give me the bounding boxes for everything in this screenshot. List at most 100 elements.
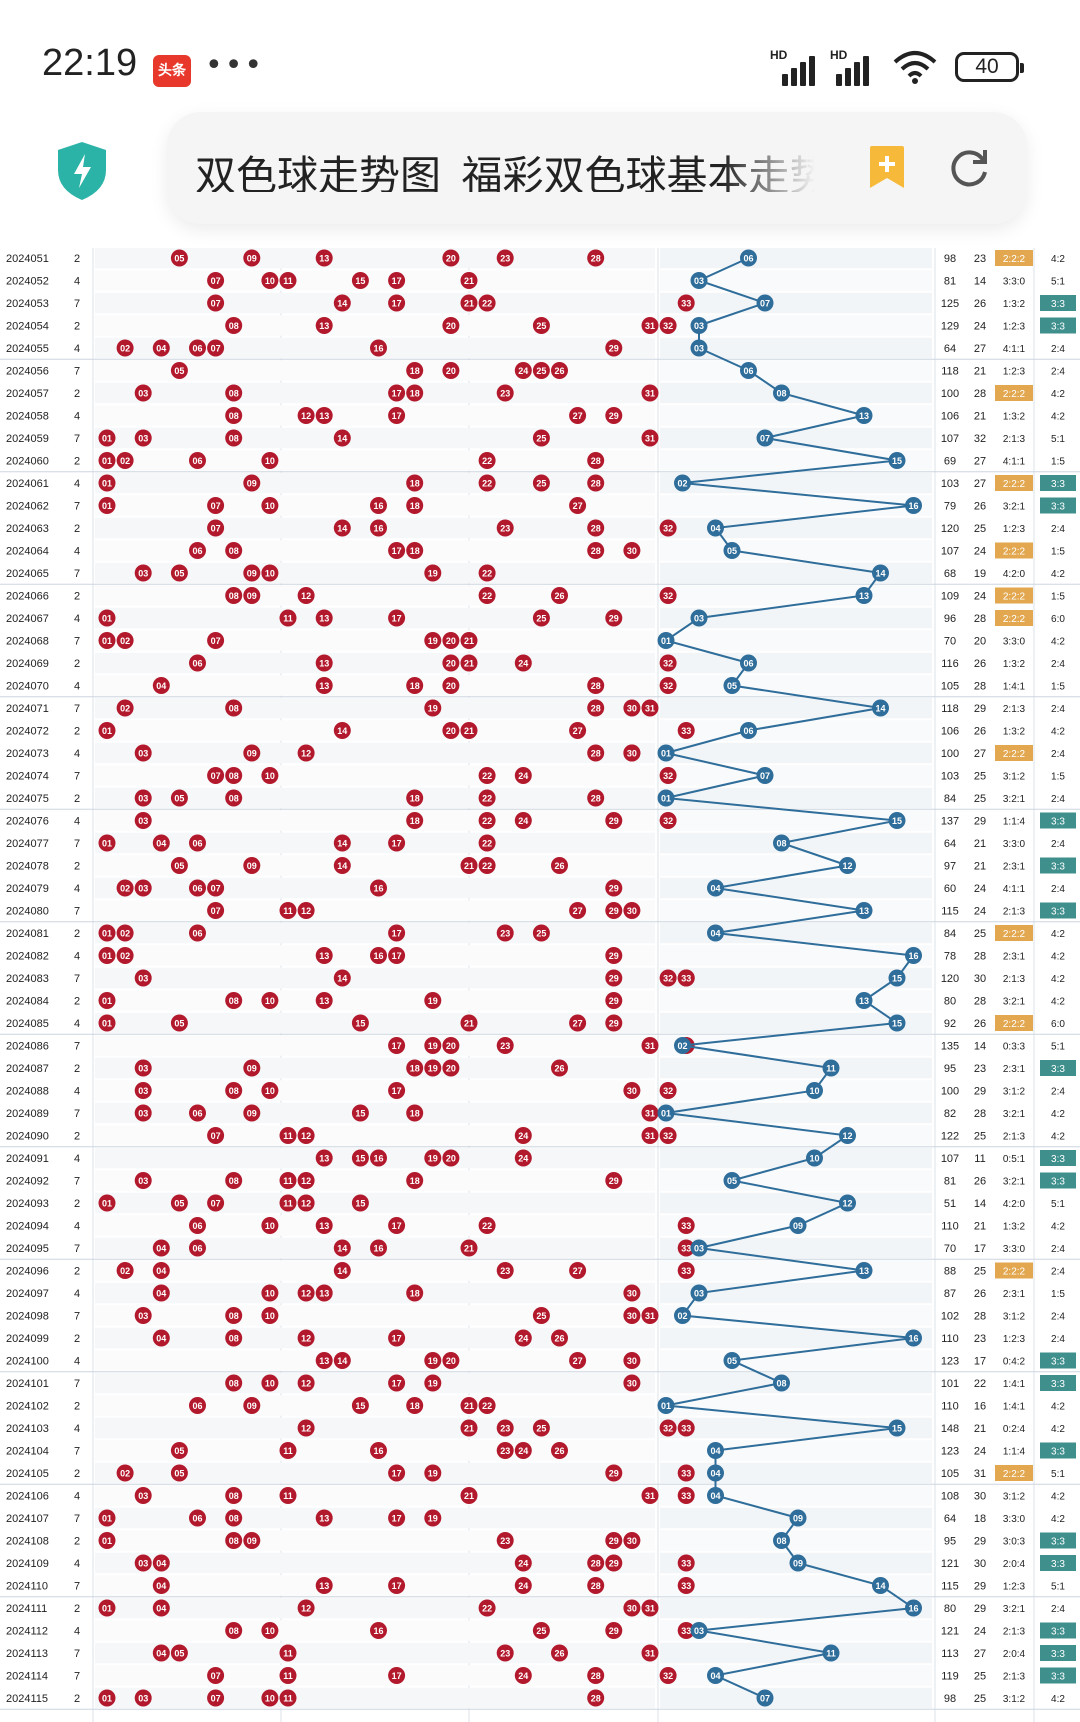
blue-ball-number: 13 — [859, 591, 869, 601]
red-ball — [514, 1329, 532, 1347]
odd-even-value: 3:3 — [1051, 502, 1065, 513]
red-ball — [333, 1239, 351, 1257]
red-ball-number: 03 — [138, 434, 148, 444]
red-ball-number: 22 — [482, 839, 492, 849]
ratio-value: 4:2:0 — [1003, 569, 1026, 580]
red-ball-number: 06 — [192, 456, 202, 466]
issue-number: 2024090 — [6, 1131, 49, 1143]
sum-value: 102 — [941, 1311, 959, 1323]
red-ball — [315, 1352, 333, 1369]
odd-even-value: 2:4 — [1051, 367, 1065, 378]
red-ball-number: 24 — [518, 1581, 528, 1591]
red-ball-number: 28 — [591, 456, 601, 466]
red-ball-number: 07 — [211, 1671, 221, 1681]
red-ball — [98, 429, 116, 447]
red-ball-number: 30 — [627, 1356, 637, 1366]
span-value: 24 — [974, 321, 986, 333]
ratio-value: 2:2:2 — [1003, 749, 1026, 760]
weekday-value: 2 — [74, 1198, 80, 1210]
red-ball — [388, 1329, 406, 1347]
red-ball-number: 08 — [229, 1176, 239, 1186]
address-bar[interactable]: 双色球走势图_福彩双色球基本走势 — [167, 112, 1027, 224]
red-ball-number: 08 — [229, 771, 239, 781]
red-ball-number: 33 — [681, 726, 691, 736]
red-ball — [460, 272, 478, 289]
blue-zone-background — [660, 832, 932, 854]
red-ball-number: 13 — [319, 1289, 329, 1299]
red-ball — [225, 317, 243, 334]
blue-zone-background — [660, 1417, 932, 1439]
blue-zone-background — [660, 1125, 932, 1146]
blue-ball — [806, 1082, 823, 1099]
row-background — [95, 765, 655, 786]
red-ball-number: 16 — [373, 1244, 383, 1254]
red-ball-number: 11 — [283, 1446, 293, 1456]
blue-ball-number: 14 — [875, 704, 885, 714]
red-ball-number: 05 — [174, 1446, 184, 1456]
odd-even-value: 1:5 — [1051, 592, 1065, 603]
red-ball — [98, 497, 116, 514]
row-background — [95, 585, 655, 606]
span-value: 23 — [974, 1333, 986, 1345]
red-ball — [152, 1644, 170, 1662]
red-ball — [134, 564, 152, 582]
red-ball-number: 29 — [609, 974, 619, 984]
red-ball-number: 21 — [464, 636, 474, 646]
blue-ball — [888, 452, 906, 469]
red-ball — [442, 317, 460, 334]
red-ball — [587, 249, 605, 267]
red-ball-number: 07 — [211, 1694, 221, 1704]
weekday-value: 7 — [74, 1176, 80, 1188]
red-ball — [677, 1419, 695, 1437]
red-ball-number: 29 — [609, 614, 619, 624]
red-ball — [152, 1577, 170, 1594]
red-ball-number: 16 — [373, 501, 383, 511]
page-title[interactable]: 双色球走势图_福彩双色球基本走势 — [195, 152, 815, 192]
sum-value: 108 — [941, 1491, 959, 1503]
odd-even-value: 4:2 — [1051, 1109, 1065, 1120]
red-ball — [388, 294, 406, 312]
sum-value: 64 — [944, 1513, 956, 1525]
red-ball-number: 19 — [428, 1356, 438, 1366]
issue-number: 2024095 — [6, 1243, 49, 1255]
blue-ball — [756, 1689, 774, 1707]
red-ball-number: 33 — [681, 1266, 691, 1276]
red-ball — [315, 407, 333, 424]
trend-chart-table[interactable]: 2024051 2 05 09 13 20 23 28 98 23 2:2:2 4:2 2024052 4… — [0, 248, 1080, 1722]
blue-ball-number: 08 — [776, 389, 786, 399]
sum-value: 80 — [944, 996, 956, 1008]
blue-ball — [872, 1577, 889, 1594]
red-ball — [98, 632, 116, 649]
red-ball-number: 03 — [138, 816, 148, 826]
blue-zone-background — [660, 248, 932, 269]
sum-value: 107 — [941, 546, 959, 558]
reload-icon[interactable] — [947, 146, 991, 190]
ratio-badge — [995, 587, 1033, 604]
red-ball-number: 09 — [247, 749, 257, 759]
blue-ball-number: 11 — [826, 1064, 836, 1074]
issue-number: 2024102 — [6, 1401, 49, 1413]
red-ball-number: 29 — [609, 884, 619, 894]
odd-even-value: 2:4 — [1051, 1267, 1065, 1278]
red-ball — [98, 1689, 116, 1707]
blue-ball-number: 08 — [776, 1536, 786, 1546]
red-ball — [496, 1419, 514, 1437]
blue-zone-background — [660, 517, 932, 539]
sum-value: 64 — [944, 838, 956, 850]
ratio-value: 2:1:3 — [1003, 1672, 1026, 1683]
weekday-value: 7 — [74, 1108, 80, 1120]
row-background — [95, 562, 655, 584]
red-ball — [514, 1667, 532, 1684]
weekday-value: 4 — [74, 1288, 80, 1300]
sum-value: 70 — [944, 636, 956, 648]
red-ball-number: 13 — [319, 614, 329, 624]
odd-even-value: 4:2 — [1051, 1694, 1065, 1705]
row-background — [95, 540, 655, 561]
bookmark-add-icon[interactable] — [866, 144, 908, 192]
shield-icon[interactable] — [54, 140, 110, 202]
red-ball-number: 13 — [319, 1356, 329, 1366]
issue-number: 2024086 — [6, 1041, 49, 1053]
red-ball — [641, 1127, 659, 1144]
red-ball-number: 17 — [392, 276, 402, 286]
red-ball-number: 03 — [138, 389, 148, 399]
